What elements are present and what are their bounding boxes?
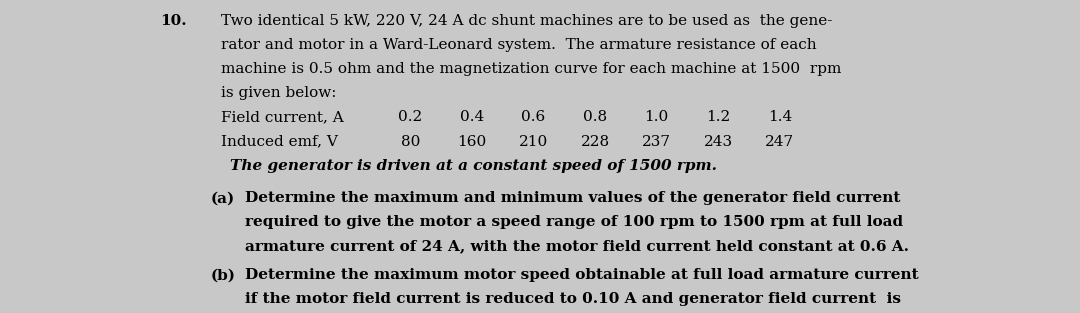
- Text: if the motor field current is reduced to 0.10 A and generator field current  is: if the motor field current is reduced to…: [245, 292, 901, 306]
- Text: 247: 247: [766, 135, 794, 149]
- Text: 243: 243: [704, 135, 732, 149]
- Text: Determine the maximum and minimum values of the generator field current: Determine the maximum and minimum values…: [245, 191, 901, 205]
- Text: 160: 160: [457, 135, 487, 149]
- Text: 0.2: 0.2: [399, 110, 422, 125]
- Text: 1.0: 1.0: [645, 110, 669, 125]
- Text: rator and motor in a Ward-Leonard system.  The armature resistance of each: rator and motor in a Ward-Leonard system…: [221, 38, 818, 52]
- Text: 210: 210: [518, 135, 549, 149]
- Text: 10.: 10.: [160, 14, 187, 28]
- Text: 0.6: 0.6: [522, 110, 545, 125]
- Text: Determine the maximum motor speed obtainable at full load armature current: Determine the maximum motor speed obtain…: [245, 268, 919, 282]
- Text: Field current, A: Field current, A: [221, 110, 345, 125]
- Text: The generator is driven at a constant speed of 1500 rpm.: The generator is driven at a constant sp…: [230, 159, 717, 173]
- Text: required to give the motor a speed range of 100 rpm to 1500 rpm at full load: required to give the motor a speed range…: [245, 215, 903, 229]
- Text: is given below:: is given below:: [221, 86, 337, 100]
- Text: Induced emf, V: Induced emf, V: [221, 135, 338, 149]
- Text: 1.2: 1.2: [706, 110, 730, 125]
- Text: Two identical 5 kW, 220 V, 24 A dc shunt machines are to be used as  the gene-: Two identical 5 kW, 220 V, 24 A dc shunt…: [221, 14, 833, 28]
- Text: 0.4: 0.4: [460, 110, 484, 125]
- Text: (a): (a): [211, 191, 234, 205]
- Text: 1.4: 1.4: [768, 110, 792, 125]
- Text: 228: 228: [581, 135, 609, 149]
- Text: 0.8: 0.8: [583, 110, 607, 125]
- Text: armature current of 24 A, with the motor field current held constant at 0.6 A.: armature current of 24 A, with the motor…: [245, 239, 909, 254]
- Text: (b): (b): [211, 268, 235, 282]
- Text: machine is 0.5 ohm and the magnetization curve for each machine at 1500  rpm: machine is 0.5 ohm and the magnetization…: [221, 62, 841, 76]
- Text: 80: 80: [401, 135, 420, 149]
- Text: 237: 237: [643, 135, 671, 149]
